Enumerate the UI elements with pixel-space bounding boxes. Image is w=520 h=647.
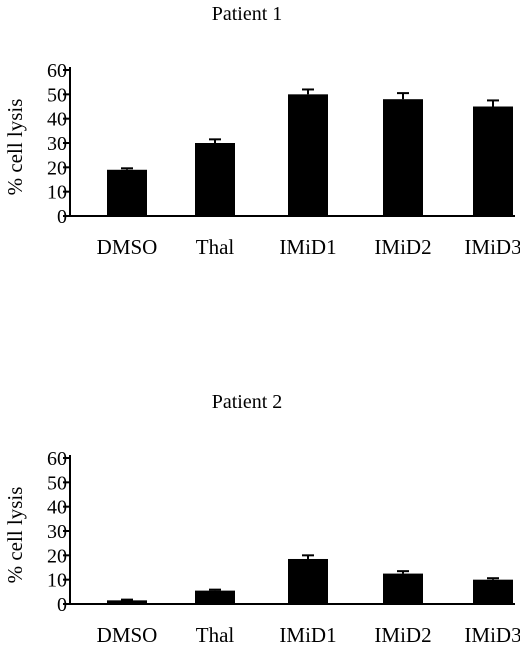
x-tick-label: IMiD2	[374, 623, 431, 647]
y-tick-label: 0	[57, 206, 67, 228]
x-tick-label: Thal	[196, 623, 235, 647]
x-tick-label: IMiD2	[374, 235, 431, 259]
x-tick-label: DMSO	[97, 235, 158, 259]
bar-imid1	[288, 558, 328, 604]
bar-imid3	[473, 106, 513, 216]
bar-dmso	[107, 169, 147, 216]
chart-title: Patient 1	[212, 3, 283, 25]
y-tick-label: 0	[57, 594, 67, 616]
x-tick-label: DMSO	[97, 623, 158, 647]
y-tick-label: 10	[47, 570, 67, 592]
y-tick-label: 30	[47, 133, 67, 155]
x-tick-label: IMiD1	[279, 623, 336, 647]
y-tick-label: 10	[47, 182, 67, 204]
y-tick-label: 40	[47, 497, 67, 519]
y-tick-label: 50	[47, 84, 67, 106]
bar-imid1	[288, 94, 328, 216]
y-tick-label: 20	[47, 545, 67, 567]
bar-thal	[195, 143, 235, 216]
bar-imid3	[473, 579, 513, 604]
y-axis-label: % cell lysis	[3, 487, 27, 584]
y-tick-label: 60	[47, 448, 67, 470]
bar-imid2	[383, 99, 423, 216]
x-tick-label: IMiD1	[279, 235, 336, 259]
x-tick-label: IMiD3	[464, 235, 520, 259]
y-tick-label: 40	[47, 109, 67, 131]
y-tick-label: 30	[47, 521, 67, 543]
y-tick-label: 50	[47, 472, 67, 494]
y-tick-label: 20	[47, 157, 67, 179]
y-tick-label: 60	[47, 60, 67, 82]
chart-title: Patient 2	[212, 391, 283, 413]
x-tick-label: Thal	[196, 235, 235, 259]
bar-thal	[195, 590, 235, 604]
x-tick-label: IMiD3	[464, 623, 520, 647]
bar-imid2	[383, 573, 423, 604]
y-axis-label: % cell lysis	[3, 99, 27, 196]
bar-dmso	[107, 600, 147, 604]
